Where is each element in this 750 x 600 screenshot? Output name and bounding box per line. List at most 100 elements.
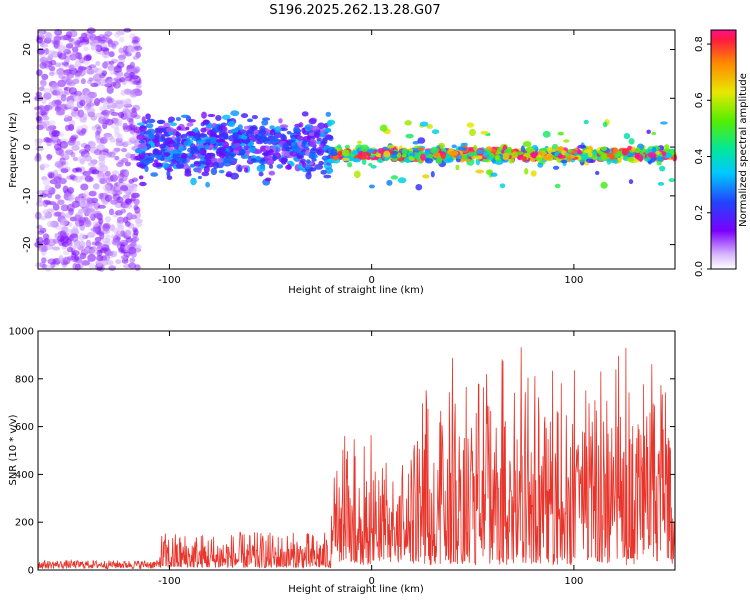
spectrogram-cell — [166, 127, 175, 134]
spectrogram-cell — [94, 236, 102, 243]
spectrogram-cell — [316, 149, 322, 154]
spectrogram-cell — [297, 135, 304, 141]
spectrogram-cell — [60, 94, 67, 102]
colorbar-tick-label: 0.2 — [694, 205, 705, 221]
spectrogram-cell — [276, 164, 284, 169]
spectrogram-cell — [54, 161, 64, 168]
spectrogram-cell — [166, 170, 171, 178]
spectrogram-cell — [73, 94, 82, 103]
spectrogram-cell — [285, 164, 292, 170]
spectrogram-cell — [43, 88, 52, 94]
spectrogram-cell — [125, 221, 131, 227]
spectrogram-cell — [67, 100, 75, 107]
spectrogram-cell — [120, 208, 127, 214]
spectrogram-cell — [114, 155, 120, 161]
spectrogram-cell — [144, 165, 149, 173]
spectrogram-cell — [318, 160, 324, 166]
spectrogram-cell — [91, 169, 100, 175]
spectrogram-cell — [251, 115, 258, 120]
spectrogram-cell — [126, 46, 135, 54]
spectrogram-cell — [496, 159, 502, 163]
spectrogram-cell — [325, 134, 334, 140]
spectrogram-cell — [77, 198, 87, 203]
spectrogram-cell — [495, 155, 501, 160]
spectrogram-cell — [430, 146, 439, 154]
spectrogram-cell — [231, 144, 237, 149]
spectrogram-cell — [116, 61, 125, 69]
spectrogram-cell — [178, 146, 184, 152]
spectrogram-cell — [64, 212, 72, 219]
spectrogram-cell — [248, 146, 256, 153]
spectrogram-cell — [75, 168, 82, 173]
spectrogram-cell — [358, 155, 367, 160]
spectrogram-cell — [183, 140, 192, 147]
spectrogram-cell — [38, 86, 45, 92]
spectrogram-cell — [357, 140, 362, 144]
spectrogram-cell — [320, 169, 327, 175]
spectrogram-cell — [163, 152, 170, 156]
y-tick-label: 0 — [28, 566, 34, 577]
spectrogram-cell — [244, 167, 249, 173]
spectrogram-cell — [58, 132, 64, 137]
spectrogram-cell — [520, 145, 526, 153]
spectrogram-cell — [496, 147, 501, 156]
spectrogram-cell — [280, 157, 287, 165]
spectrogram-cell — [137, 143, 147, 150]
spectrogram-cell — [88, 77, 94, 82]
spectrogram-cell — [95, 44, 103, 52]
spectrogram-cell — [59, 103, 66, 110]
spectrogram-cell — [486, 155, 494, 160]
spectrogram-cell — [117, 133, 123, 140]
colorbar-tick-label: 0.8 — [694, 36, 705, 52]
spectrogram-cell — [145, 123, 154, 129]
spectrogram-cell — [112, 185, 122, 193]
spectrogram-cell — [115, 141, 124, 147]
spectrogram-cell — [42, 209, 48, 215]
spectrogram-cell — [635, 147, 641, 154]
spectrogram-cell — [274, 126, 282, 133]
spectrogram-cell — [475, 155, 483, 160]
spectrogram-cell — [95, 61, 101, 66]
spectrogram-cell — [233, 139, 241, 144]
spectrogram-cell — [82, 36, 90, 43]
spectrogram-cell — [396, 152, 402, 158]
spectrogram-cell — [46, 154, 52, 161]
spectrogram-cell — [656, 160, 662, 166]
spectrogram-cell — [547, 146, 553, 151]
spectrogram-cell — [258, 129, 267, 136]
y-tick-label: -10 — [22, 188, 33, 204]
spectrogram-cell — [305, 159, 311, 164]
spectrogram-cell — [155, 127, 164, 133]
spectrogram-cell — [48, 124, 54, 132]
spectrogram-cell — [341, 157, 350, 162]
x-tick-label: -100 — [158, 576, 181, 587]
spectrogram-cell — [256, 164, 266, 173]
spectrogram-cell — [628, 179, 634, 185]
spectrogram-cell — [420, 153, 426, 161]
spectrogram-cell — [222, 160, 232, 167]
spectrogram-cell — [540, 147, 549, 152]
spectrogram-cell — [77, 109, 85, 118]
spectrogram-y-label: Frequency (Hz) — [8, 112, 19, 188]
spectrogram-cell — [243, 125, 250, 130]
spectrogram-cell — [110, 234, 117, 239]
spectrogram-cell — [42, 199, 51, 204]
spectrogram-cell — [126, 64, 133, 70]
spectrogram-cell — [515, 151, 524, 156]
spectrogram-cell — [39, 193, 48, 198]
spectrogram-cell — [219, 152, 225, 159]
spectrogram-cell — [55, 70, 64, 76]
spectrogram-cell — [39, 216, 47, 221]
spectrogram-cell — [67, 139, 76, 146]
spectrogram-cell — [86, 197, 93, 203]
spectrogram-cell — [90, 227, 99, 233]
spectrogram-cell — [124, 161, 131, 167]
spectrogram-cell — [44, 265, 52, 272]
spectrogram-cell — [90, 115, 97, 121]
spectrogram-cell — [67, 37, 74, 42]
spectrogram-cell — [106, 97, 115, 104]
spectrogram-cell — [69, 106, 77, 111]
spectrogram-cell — [122, 107, 129, 115]
spectrogram-cell — [159, 144, 166, 149]
spectrogram-cell — [269, 135, 279, 142]
